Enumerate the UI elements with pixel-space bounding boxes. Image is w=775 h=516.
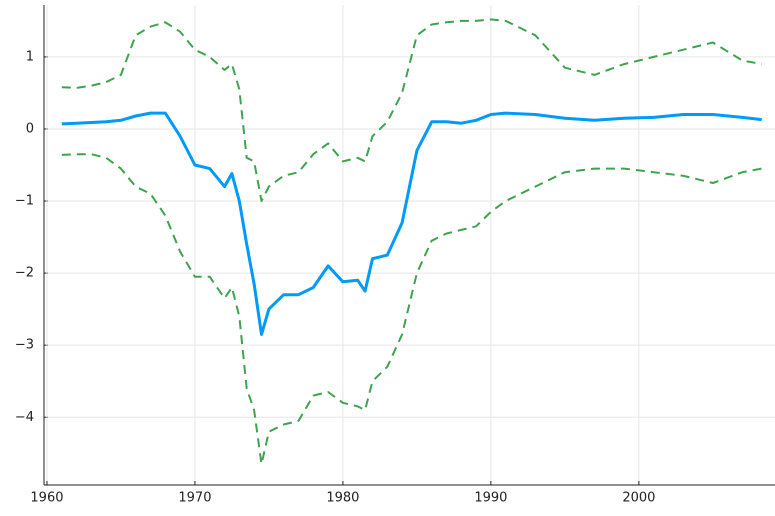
x-tick-label: 1960 xyxy=(30,491,63,506)
y-tick-label: 1 xyxy=(26,49,34,64)
y-tick-label: 0 xyxy=(26,121,34,136)
series-line xyxy=(61,111,762,336)
y-tick-label: −1 xyxy=(15,194,34,209)
series-line xyxy=(61,153,762,466)
y-tick-label: −4 xyxy=(15,410,34,425)
x-tick-label: 2000 xyxy=(622,491,655,506)
x-tick-label: 1980 xyxy=(326,491,359,506)
x-tick-label: 1990 xyxy=(474,491,507,506)
x-tick-label: 1970 xyxy=(178,491,211,506)
series-line xyxy=(61,18,762,202)
y-tick-label: −2 xyxy=(15,266,34,281)
y-tick-label: −3 xyxy=(15,338,34,353)
